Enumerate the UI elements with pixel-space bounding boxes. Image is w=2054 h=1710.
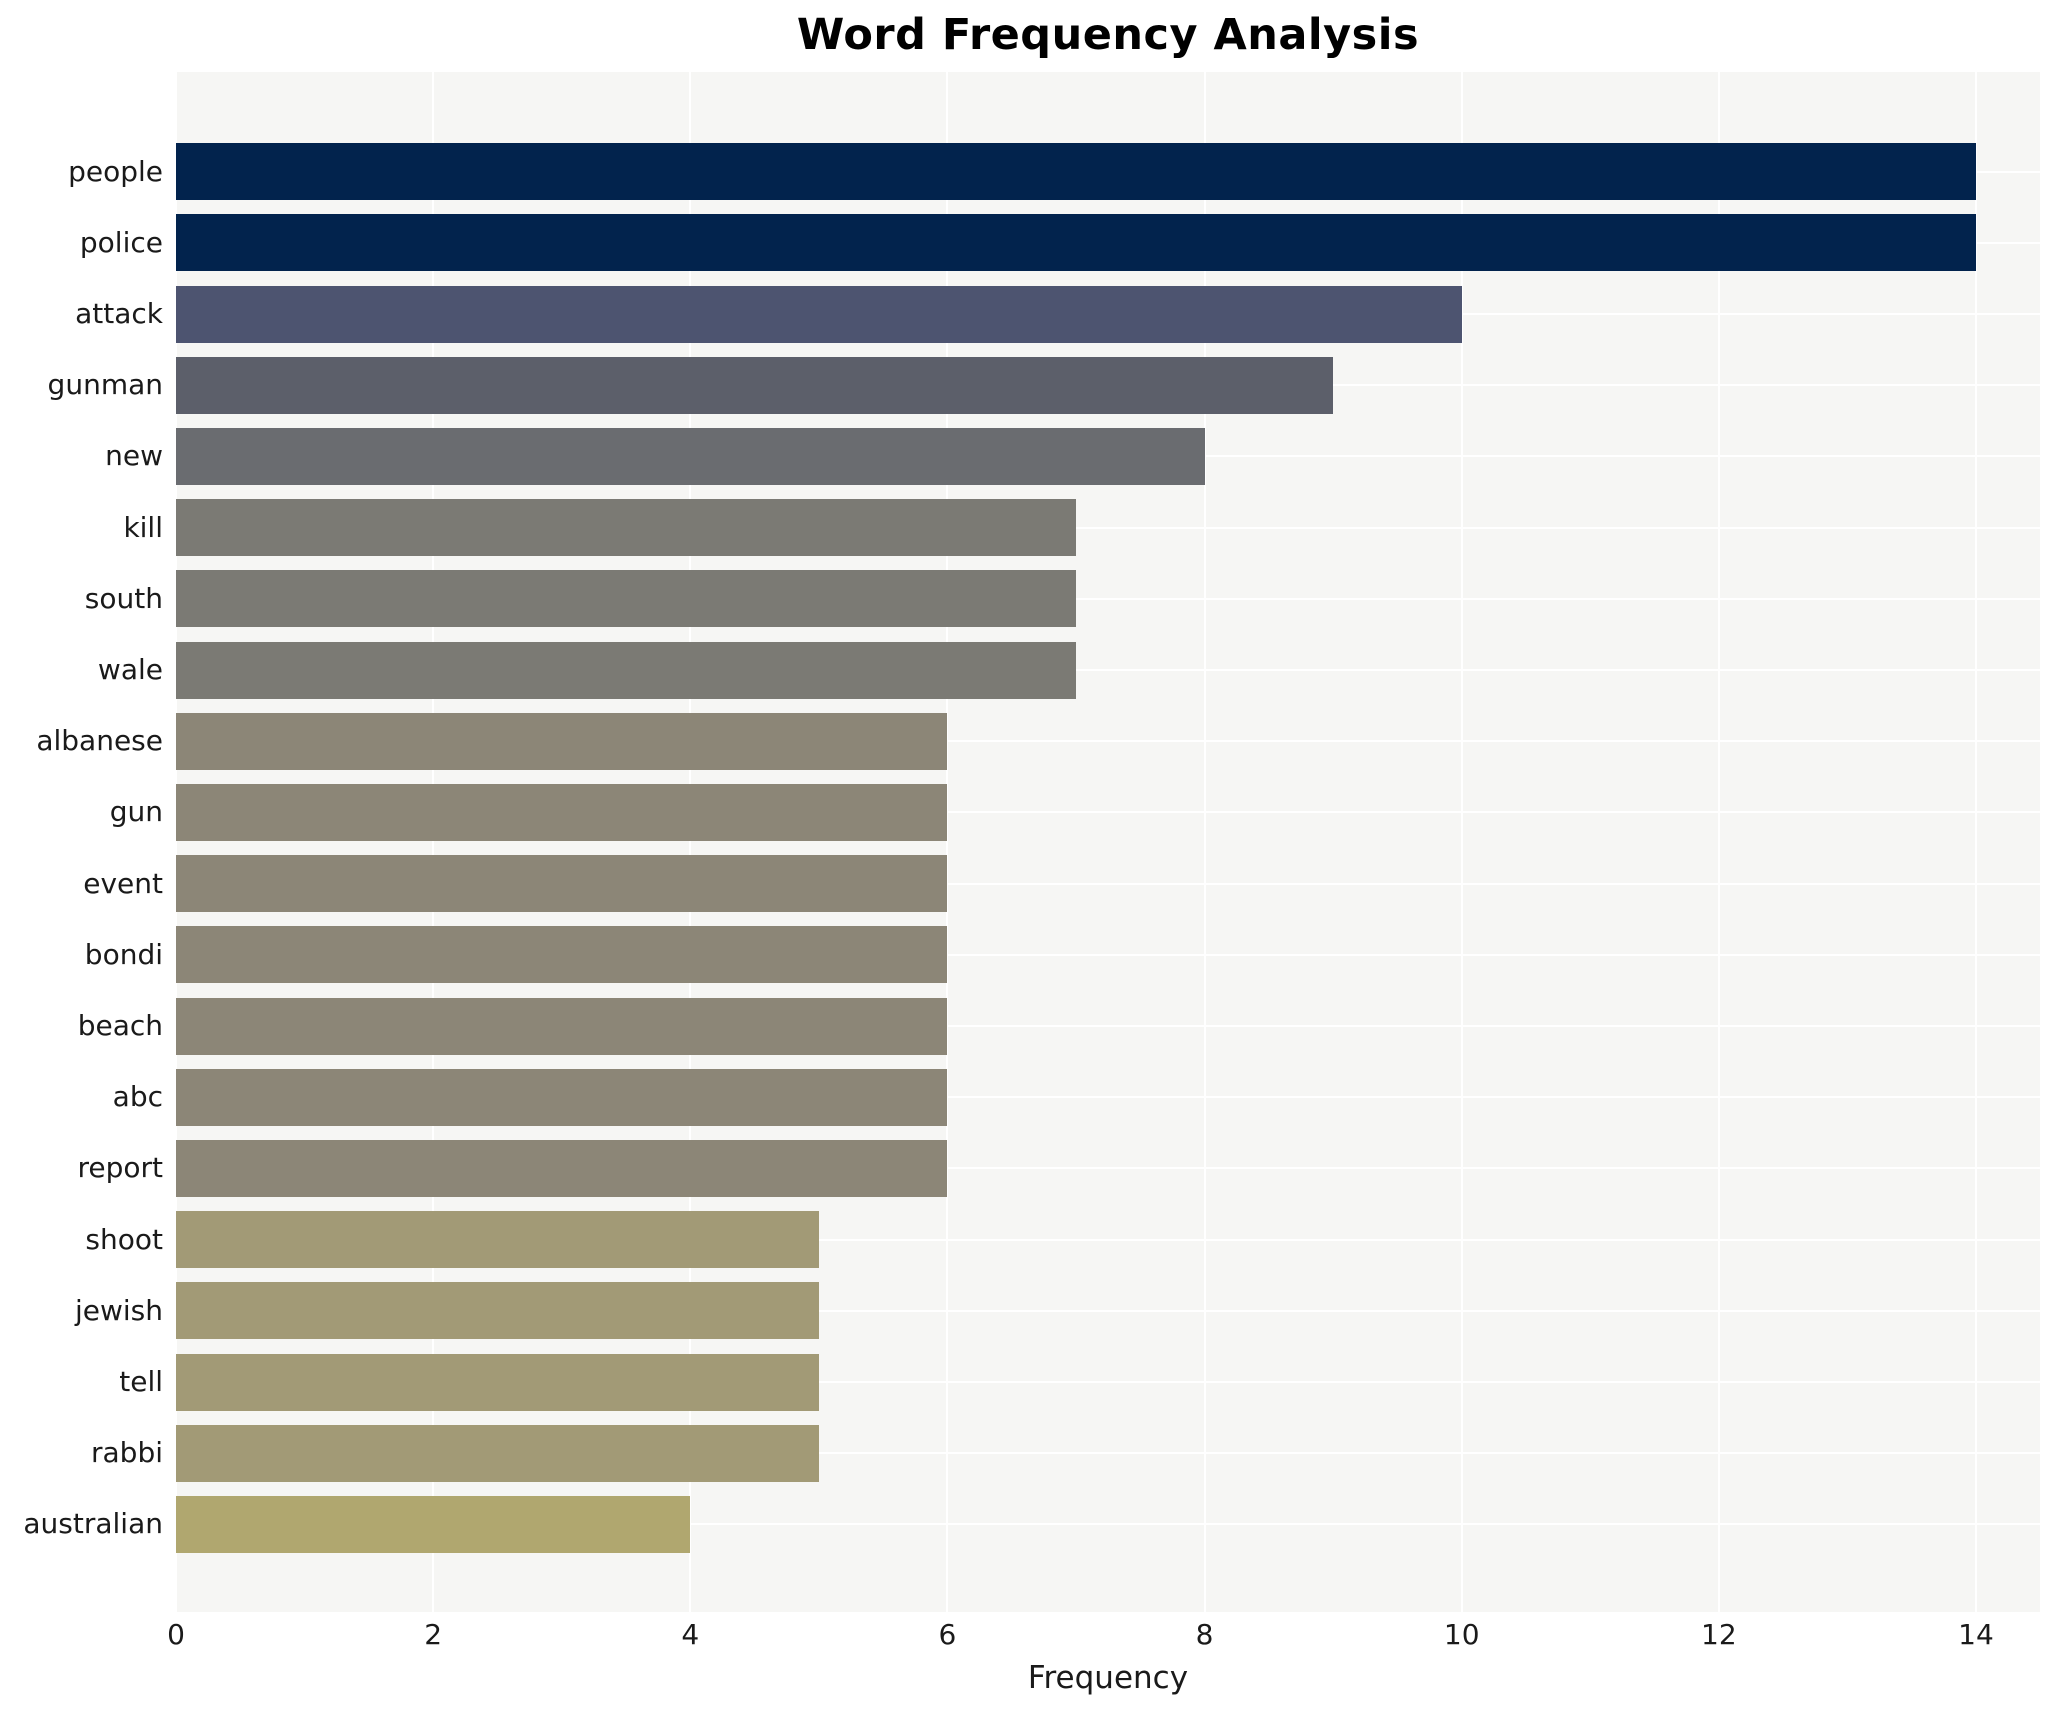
x-tick-label: 6 — [938, 1618, 957, 1651]
x-tick-label: 8 — [1195, 1618, 1214, 1651]
y-tick-label: rabbi — [91, 1436, 163, 1470]
bar-australian — [176, 1495, 691, 1553]
gridline-horizontal — [176, 1096, 2040, 1099]
y-tick-label: albanese — [36, 724, 163, 758]
x-tick-label: 14 — [1958, 1618, 1994, 1651]
bar-new — [176, 427, 1205, 485]
gridline-vertical — [689, 72, 692, 1612]
gridline-vertical — [1717, 72, 1720, 1612]
gridline-vertical — [1460, 72, 1463, 1612]
bar-wale — [176, 641, 1076, 699]
bar-albanese — [176, 712, 948, 770]
y-tick-label: people — [68, 154, 163, 188]
y-tick-label: kill — [123, 510, 163, 544]
y-tick-label: attack — [75, 297, 163, 330]
gridline-horizontal — [176, 669, 2040, 671]
gridline-horizontal — [176, 811, 2040, 814]
gridline-horizontal — [176, 1309, 2040, 1312]
x-axis-ticks: 0 2 4 6 8 10 12 14 — [167, 1618, 2040, 1656]
y-tick-label: abc — [112, 1080, 163, 1114]
gridline-horizontal — [176, 882, 2040, 885]
y-tick-label: tell — [119, 1365, 163, 1398]
bar-south — [176, 570, 1076, 628]
gridline-horizontal — [176, 1523, 2040, 1526]
bar-kill — [176, 499, 1076, 557]
bar-attack — [176, 285, 1462, 343]
bar-police — [176, 214, 1976, 272]
gridline-horizontal — [176, 1167, 2040, 1170]
bar-gunman — [176, 356, 1334, 414]
y-tick-label: new — [105, 439, 163, 473]
y-tick-label: police — [79, 225, 163, 259]
gridline-horizontal — [176, 526, 2040, 529]
bar-people — [176, 143, 1976, 201]
gridline-horizontal — [176, 1452, 2040, 1455]
bar-abc — [176, 1068, 948, 1126]
y-tick-label: report — [77, 1151, 163, 1185]
y-tick-label: beach — [77, 1009, 163, 1042]
y-tick-label: event — [83, 866, 163, 900]
x-tick-label: 2 — [424, 1618, 443, 1651]
y-tick-label: shoot — [85, 1222, 163, 1256]
gridline-vertical — [1203, 72, 1206, 1612]
x-tick-label: 4 — [681, 1618, 700, 1651]
gridline-horizontal — [176, 597, 2040, 600]
bar-rabbi — [176, 1424, 819, 1482]
gridline-vertical — [1975, 72, 1977, 1612]
y-tick-label: south — [84, 581, 163, 615]
gridline-horizontal — [176, 953, 2040, 956]
gridline-vertical — [946, 72, 949, 1612]
gridline-horizontal — [176, 1025, 2040, 1027]
y-tick-label: gun — [109, 795, 163, 829]
bar-report — [176, 1139, 948, 1197]
y-tick-label: australian — [23, 1507, 163, 1541]
plot-area — [175, 72, 2040, 1612]
y-tick-label: wale — [97, 653, 163, 686]
x-tick-label: 0 — [167, 1618, 185, 1651]
bar-beach — [176, 997, 948, 1055]
y-tick-label: jewish — [74, 1293, 163, 1327]
x-tick-label: 10 — [1443, 1618, 1480, 1651]
gridline-vertical — [175, 72, 177, 1612]
bar-bondi — [176, 926, 948, 984]
gridline-horizontal — [176, 1238, 2040, 1241]
chart-title: Word Frequency Analysis — [796, 10, 1420, 60]
y-tick-label: gunman — [47, 368, 163, 402]
x-tick-label: 12 — [1701, 1618, 1737, 1651]
bar-gun — [176, 783, 948, 841]
bar-shoot — [176, 1211, 819, 1269]
x-axis-title: Frequency — [1027, 1660, 1189, 1696]
bar-jewish — [176, 1282, 819, 1340]
y-axis-labels: people police attack gunman new kill south wale… — [0, 72, 163, 1612]
gridline-horizontal — [176, 1381, 2040, 1383]
y-tick-label: bondi — [84, 937, 163, 971]
bar-event — [176, 855, 948, 913]
gridline-horizontal — [176, 740, 2040, 743]
bar-tell — [176, 1353, 819, 1411]
gridline-vertical — [432, 72, 435, 1612]
